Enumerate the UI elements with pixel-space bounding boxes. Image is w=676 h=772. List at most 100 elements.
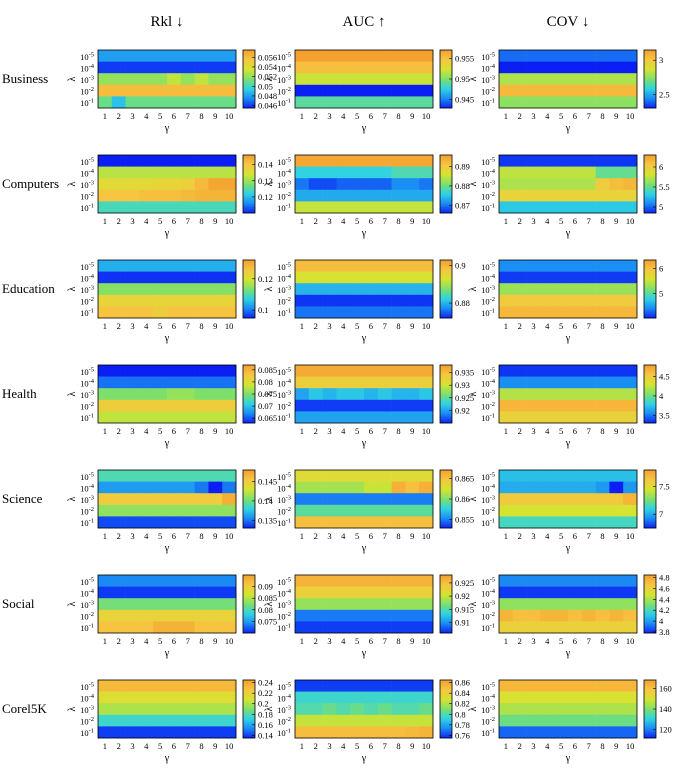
heatmap-cell [595, 703, 610, 716]
colorbar-segment [243, 420, 255, 422]
heatmap-cell [350, 691, 365, 704]
x-tick-label: 3 [130, 636, 134, 646]
heatmap-cell [568, 376, 583, 389]
colorbar-segment [440, 730, 452, 733]
heatmap-cell [194, 189, 209, 202]
colorbar-segment [644, 601, 656, 603]
heatmap-cell [322, 189, 337, 202]
y-tick-label: 10-4 [80, 693, 95, 704]
heatmap-cell [581, 96, 596, 109]
heatmap-cell [540, 294, 555, 307]
heatmap-cell [512, 504, 527, 517]
colorbar-segment [440, 700, 452, 703]
heatmap-cell [111, 481, 126, 494]
heatmap-cell [568, 201, 583, 214]
colorbar-segment [644, 493, 656, 495]
heatmap-cell [526, 470, 541, 482]
heatmap-cell [350, 680, 365, 692]
heatmap-cell [364, 73, 379, 86]
heatmap-cell [499, 598, 514, 611]
heatmap-cell [180, 586, 195, 599]
heatmap-cell [609, 680, 624, 692]
colorbar-segment [440, 501, 452, 504]
colorbar-segment [243, 262, 255, 265]
heatmap-cell [377, 504, 392, 517]
y-tick-label: 10-1 [80, 413, 94, 424]
colorbar-segment [243, 685, 255, 688]
colorbar-segment [440, 303, 452, 306]
heatmap-cell [595, 376, 610, 389]
colorbar-segment [644, 526, 656, 529]
heatmap-cell [568, 73, 583, 86]
colorbar-segment [440, 405, 452, 408]
colorbar-segment [644, 693, 656, 695]
heatmap-cell [419, 260, 434, 272]
colorbar-segment [440, 100, 452, 103]
colorbar-segment [243, 414, 255, 417]
colorbar-segment [440, 198, 452, 201]
colorbar-segment [644, 370, 656, 373]
colorbar-segment [243, 700, 255, 703]
heatmap-cell [350, 365, 365, 377]
heatmap-cell [623, 155, 638, 167]
heatmap-cell [419, 376, 434, 389]
heatmap-cell [98, 516, 113, 529]
heatmap-cell [526, 516, 541, 529]
colorbar-segment [243, 73, 255, 75]
heatmap-cell [295, 388, 310, 401]
colorbar-segment [440, 694, 452, 697]
heatmap-cell [377, 493, 392, 506]
heatmap-social-cov: 1 2 3 4 5 6 7 8 9 10γ10-510-410-310-210-1λ3.844.2… [468, 573, 670, 659]
heatmap-cell [568, 680, 583, 692]
colorbar-segment [243, 289, 255, 291]
x-tick-label: 8 [396, 111, 400, 121]
heatmap-cell [295, 201, 310, 214]
y-axis-label: λ [468, 706, 479, 711]
heatmap-cell [595, 714, 610, 727]
colorbar-segment [440, 370, 452, 373]
heatmap-cell [526, 621, 541, 634]
colorbar-segment [644, 411, 656, 414]
colorbar-segment [440, 624, 452, 627]
heatmap-cell [222, 61, 237, 74]
colorbar-segment [644, 366, 656, 369]
y-tick-label: 10-4 [277, 378, 292, 389]
heatmap-cell [609, 609, 624, 622]
heatmap-cell [125, 50, 140, 62]
heatmap-cell [554, 84, 569, 97]
colorbar-segment [243, 370, 255, 373]
colorbar-segment [644, 520, 656, 523]
colorbar-segment [243, 188, 255, 191]
heatmap-cell [595, 306, 610, 319]
heatmap-cell [609, 306, 624, 319]
colorbar-segment [440, 102, 452, 104]
colorbar-segment [440, 71, 452, 74]
colorbar-segment [440, 90, 452, 93]
heatmap-cell [336, 586, 351, 599]
y-tick-label: 10-2 [80, 86, 94, 97]
colorbar-segment [644, 606, 656, 609]
colorbar-segment [243, 96, 255, 99]
heatmap-cell [336, 621, 351, 634]
heatmap-cell [377, 714, 392, 727]
colorbar-segment [243, 595, 255, 598]
colorbar-segment [644, 286, 656, 288]
colorbar-segment [644, 516, 656, 519]
colorbar-segment [440, 106, 452, 109]
heatmap-cell [194, 516, 209, 529]
y-tick-label: 10-5 [277, 51, 291, 62]
heatmap-cell [139, 481, 154, 494]
heatmap-cell [512, 61, 527, 74]
colorbar-segment [243, 189, 255, 192]
heatmap-cell [405, 61, 420, 74]
heatmap-cell [222, 388, 237, 401]
heatmap-cell [595, 726, 610, 739]
heatmap-cell [222, 714, 237, 727]
heatmap-cell [322, 598, 337, 611]
colorbar-segment [644, 275, 656, 278]
heatmap-cell [111, 96, 126, 109]
heatmap-cell [336, 726, 351, 739]
colorbar-segment [644, 405, 656, 408]
heatmap-cell [405, 598, 420, 611]
